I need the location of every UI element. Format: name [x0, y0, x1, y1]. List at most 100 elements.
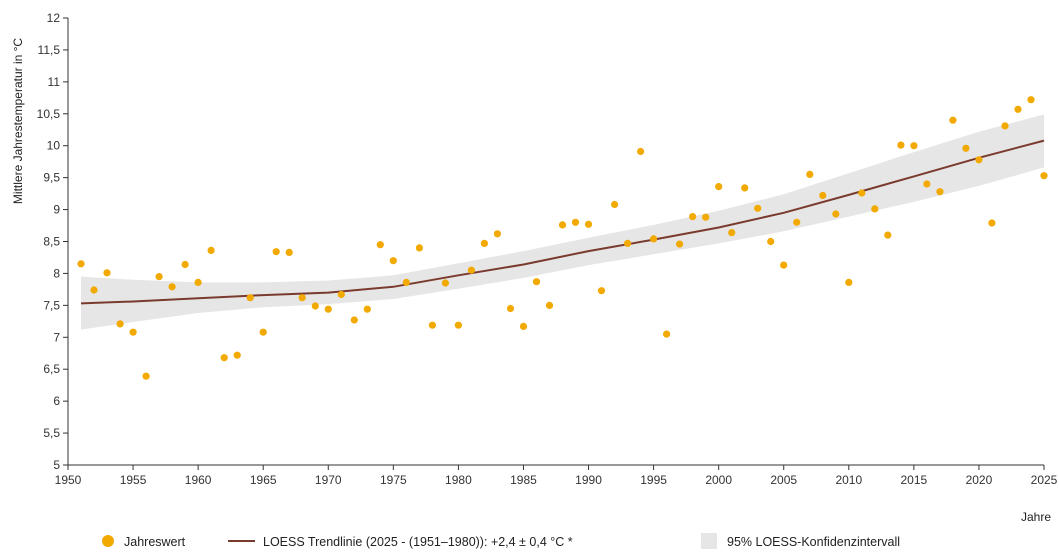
data-point — [116, 320, 124, 328]
data-point — [545, 301, 554, 309]
data-point — [519, 322, 528, 330]
x-tick-label: 1995 — [640, 473, 667, 487]
x-tick-label: 1970 — [315, 473, 342, 487]
data-point — [832, 210, 840, 218]
legend: Jahreswert LOESS Trendlinie (2025 - (195… — [102, 533, 900, 549]
legend-band-swatch — [701, 533, 717, 549]
data-point — [207, 246, 215, 254]
y-tick-label: 9,5 — [43, 171, 60, 185]
x-tick-label: 2005 — [770, 473, 797, 487]
x-tick-label: 1985 — [510, 473, 537, 487]
data-point — [597, 287, 606, 295]
data-point — [311, 302, 319, 310]
data-point — [454, 321, 462, 329]
data-point — [103, 269, 111, 277]
data-point — [181, 260, 189, 269]
data-point — [90, 286, 98, 294]
data-point — [194, 278, 202, 286]
data-point — [728, 229, 736, 237]
data-point — [676, 240, 684, 248]
data-point — [155, 273, 163, 281]
x-tick-label: 1950 — [55, 473, 82, 487]
data-point — [910, 142, 918, 150]
data-point — [389, 257, 397, 265]
x-tick-label: 2010 — [835, 473, 862, 487]
x-tick-label: 1955 — [120, 473, 147, 487]
data-point — [923, 180, 931, 188]
data-point — [298, 294, 306, 302]
legend-label-band: 95% LOESS-Konfidenzintervall — [727, 535, 900, 549]
data-point — [637, 147, 645, 156]
data-point — [624, 239, 632, 247]
data-point — [402, 278, 410, 286]
data-point — [845, 278, 853, 286]
data-point — [663, 330, 671, 338]
data-point — [428, 321, 436, 329]
data-point — [441, 279, 449, 287]
y-tick-label: 8 — [53, 266, 60, 280]
data-point — [715, 183, 723, 191]
x-tick-label: 1990 — [575, 473, 602, 487]
y-tick-label: 9 — [53, 203, 60, 217]
data-point — [780, 261, 788, 269]
data-point — [793, 218, 801, 226]
data-point — [702, 213, 710, 221]
data-point — [571, 218, 580, 226]
y-tick-label: 11 — [48, 75, 61, 89]
data-point — [415, 244, 423, 252]
x-tick-label: 1965 — [250, 473, 277, 487]
data-point — [767, 237, 775, 246]
y-tick-label: 10,5 — [37, 107, 61, 121]
data-point — [884, 231, 892, 239]
data-point — [584, 220, 593, 228]
y-tick-label: 7 — [53, 330, 60, 344]
data-point — [689, 213, 697, 221]
y-axis-label: Mittlere Jahrestemperatur in °C — [11, 38, 25, 205]
data-point — [962, 144, 970, 152]
data-point — [259, 328, 267, 336]
data-point — [480, 239, 488, 247]
x-tick-label: 2020 — [966, 473, 993, 487]
legend-label-trend: LOESS Trendlinie (2025 - (1951–1980)): +… — [263, 535, 573, 549]
data-point — [741, 184, 749, 192]
data-point — [754, 204, 762, 212]
data-point — [168, 283, 176, 291]
data-point — [858, 189, 866, 197]
y-tick-label: 12 — [47, 11, 61, 25]
x-axis-label: Jahre — [1021, 510, 1051, 524]
data-point — [1040, 172, 1048, 180]
data-point — [493, 230, 501, 238]
y-tick-label: 6,5 — [43, 362, 60, 376]
data-point — [285, 248, 293, 256]
data-point — [1001, 122, 1009, 130]
data-point — [233, 351, 241, 359]
data-point — [467, 266, 475, 274]
data-point — [246, 294, 254, 302]
y-tick-label: 11,5 — [38, 43, 61, 57]
y-tick-label: 8,5 — [43, 235, 60, 249]
data-point — [650, 235, 658, 243]
data-point — [350, 316, 358, 324]
data-point — [376, 241, 384, 249]
data-point — [936, 188, 944, 196]
data-point — [806, 170, 814, 178]
data-point — [558, 221, 567, 229]
data-point — [272, 248, 280, 256]
x-tick-label: 2025 — [1031, 473, 1058, 487]
y-tick-label: 5,5 — [43, 426, 60, 440]
data-point — [337, 290, 345, 299]
data-point — [871, 205, 879, 213]
legend-point-swatch — [102, 535, 114, 547]
data-point — [324, 305, 332, 313]
x-tick-label: 2015 — [901, 473, 928, 487]
data-point — [611, 200, 619, 209]
confidence-band — [81, 114, 1044, 330]
data-point — [897, 141, 905, 149]
data-point — [532, 278, 541, 286]
trend-line — [80, 139, 1045, 305]
data-point — [77, 260, 85, 268]
data-point — [1027, 96, 1035, 104]
data-point — [363, 305, 371, 313]
